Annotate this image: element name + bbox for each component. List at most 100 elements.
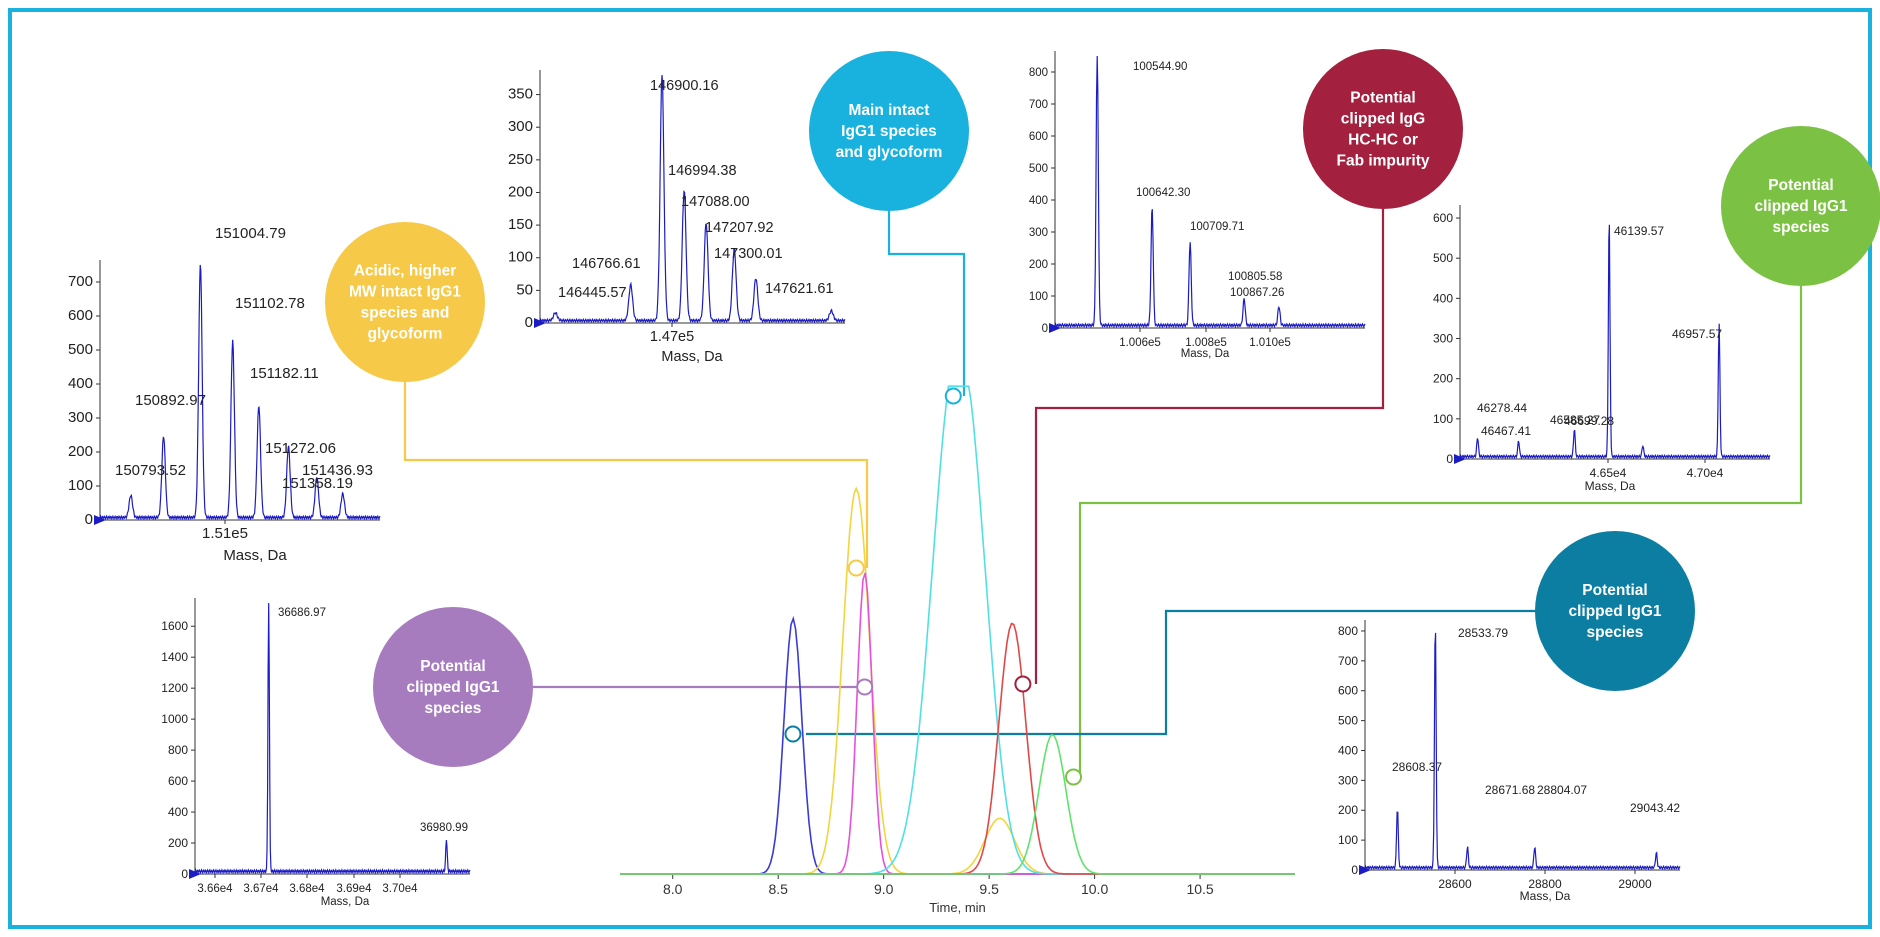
callout-green-text: clipped IgG1 [1754,198,1847,215]
tic-trace-magenta [620,572,1295,875]
spectrum-y-tick-label: 600 [1433,211,1453,225]
connector-green [1078,286,1803,777]
callout-crimson-text: HC-HC or [1348,132,1418,149]
spectrum-x-tick-label: 1.006e5 [1119,337,1161,349]
peak-label: 147207.92 [705,220,774,236]
spectrum-x-tick-label: 4.70e4 [1687,466,1724,480]
callout-yellow-text: species and [361,305,450,322]
spectrum-y-tick-label: 0 [525,314,533,331]
peak-label: 100805.58 [1228,271,1282,283]
spectrum-y-tick-label: 300 [508,118,533,135]
callout-purple-text: Potential [420,658,485,675]
cyan-spectrum: 0 50 100 150 200 250 300 350 1.47e5 Mass, Da 14644… [508,70,846,365]
spectrum-x-tick-label: 29000 [1618,877,1652,891]
tic-trace-blue [620,615,1295,875]
callout-green-text: species [1773,219,1830,236]
callout-yellow-bubble [325,222,485,382]
spectrum-y-tick-label: 500 [1029,163,1048,175]
spectrum-y-tick-label: 100 [1338,833,1358,847]
peak-label: 36686.97 [278,607,326,619]
spectrum-trace [1054,55,1366,329]
spectrum-y-tick-label: 700 [68,273,93,290]
crimson-spectrum: 0 100 200 300 400 500 600 700 800 1.006e5 1.008e5 1… [1029,51,1366,360]
spectrum-y-tick-label: 300 [68,409,93,426]
spectrum-x-label: Mass, Da [1181,348,1230,360]
spectrum-y-tick-label: 100 [68,477,93,494]
peak-label: 146445.57 [558,285,627,301]
spectrum-y-tick-label: 600 [1338,684,1358,698]
peak-label: 150793.52 [115,462,186,479]
spectrum-x-tick-label: 3.67e4 [243,883,279,895]
peak-label: 46278.44 [1477,401,1527,415]
callout-teal-bubble [1535,531,1695,691]
spectrum-x-label: Mass, Da [223,547,287,564]
spectrum-x-tick-label: 1.51e5 [202,525,248,542]
peak-label: 151436.93 [302,462,373,479]
marker-crimson [1014,675,1032,693]
spectrum-y-tick-label: 300 [1029,227,1048,239]
spectrum-x-tick-label: 1.47e5 [650,329,694,345]
spectrum-x-tick-label: 3.70e4 [382,883,418,895]
spectrum-x-tick-label: 3.68e4 [289,883,325,895]
tic-x-label: Time, min [929,900,986,915]
spectrum-y-tick-label: 400 [68,375,93,392]
origin-arrow-icon [94,515,106,525]
callout-teal-text: clipped IgG1 [1568,603,1661,620]
peak-label: 150892.97 [135,392,206,409]
callout-purple-bubble [373,607,533,767]
callout-yellow-text: Acidic, higher [354,263,457,280]
callout-teal-text: species [1587,624,1644,641]
spectrum-y-tick-label: 200 [1029,259,1048,271]
tic-trace-green [620,733,1295,875]
peak-label: 151272.06 [265,440,336,457]
purple-spectrum: 0 200 400 600 800 1000 1200 1400 1600 3.66e4 3.67e… [161,598,471,908]
callout-cyan-bubble [809,51,969,211]
marker-cyan [944,387,962,405]
spectrum-y-tick-label: 0 [85,511,93,528]
spectrum-y-tick-label: 150 [508,216,533,233]
callout-bubbles: Acidic, higher MW intact IgG1 species and g… [325,49,1880,767]
spectrum-y-tick-label: 600 [1029,131,1048,143]
spectrum-y-tick-label: 600 [168,774,188,788]
connector-cyan [887,211,966,396]
spectrum-y-tick-label: 1000 [161,712,188,726]
callout-cyan-text: Main intact [849,102,930,119]
spectrum-y-tick-label: 1400 [161,650,188,664]
spectrum-y-tick-label: 600 [68,307,93,324]
spectrum-y-tick-label: 1200 [161,681,188,695]
spectrum-y-tick-label: 200 [508,183,533,200]
tic-tick-label: 8.5 [768,881,788,897]
origin-arrow-icon [534,318,546,328]
callout-purple-text: species [425,700,482,717]
spectrum-y-tick-label: 0 [1042,323,1048,335]
peak-label: 147300.01 [714,246,783,262]
spectrum-y-tick-label: 800 [1338,624,1358,638]
peak-label: 151004.79 [215,225,286,242]
tic-tick-label: 9.5 [979,881,999,897]
peak-label: 151102.78 [235,295,305,312]
peak-label: 100642.30 [1136,187,1190,199]
spectrum-y-tick-label: 700 [1029,99,1048,111]
peak-label: 46699.28 [1564,414,1614,428]
spectrum-y-tick-label: 500 [68,341,93,358]
spectrum-y-tick-label: 100 [1029,291,1048,303]
tic-tick-label: 8.0 [663,881,683,897]
peak-label: 146900.16 [650,78,719,94]
spectrum-y-tick-label: 200 [1338,803,1358,817]
peak-label: 28608.37 [1392,760,1442,774]
callout-yellow-text: glycoform [368,326,443,343]
callout-teal-text: Potential [1582,582,1647,599]
spectrum-x-label: Mass, Da [1520,889,1571,903]
spectrum-y-tick-label: 100 [1433,412,1453,426]
spectrum-y-tick-label: 500 [1433,251,1453,265]
spectrum-y-tick-label: 400 [1029,195,1048,207]
spectrum-y-tick-label: 800 [1029,67,1048,79]
spectrum-y-tick-label: 50 [516,281,533,298]
peak-label: 151182.11 [250,365,319,382]
tic-trace-yellow [620,486,1295,875]
peak-label: 146994.38 [668,163,737,179]
marker-yellow [847,559,865,577]
callout-purple-text: clipped IgG1 [406,679,499,696]
tic-trace-red [620,622,1295,875]
connector-crimson [1034,209,1385,684]
